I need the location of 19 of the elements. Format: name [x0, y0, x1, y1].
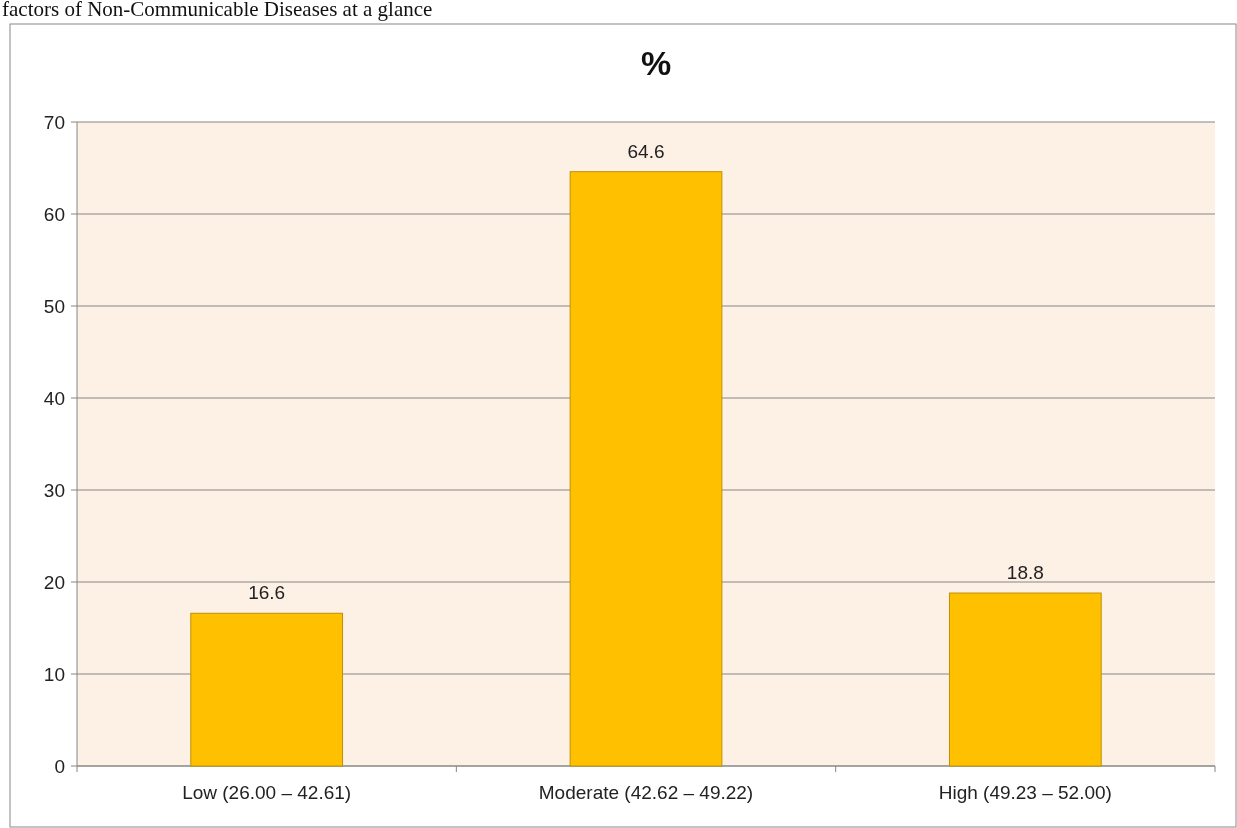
y-tick-label: 50	[43, 295, 65, 317]
y-tick-label: 20	[43, 571, 65, 593]
y-tick-label: 30	[43, 479, 65, 501]
data-label: 18.8	[1006, 562, 1044, 584]
bar	[569, 171, 723, 767]
y-tick-label: 40	[43, 387, 65, 409]
y-tick-label: 70	[43, 111, 65, 133]
chart-title: %	[640, 44, 672, 82]
text: factors of Non-Communicable Diseases at a glance	[2, 0, 433, 21]
y-tick-label: 60	[43, 203, 65, 225]
y-tick-label: 10	[43, 663, 65, 685]
x-tick-label: Low (26.00 – 42.61)	[182, 782, 352, 803]
bar	[948, 592, 1102, 767]
x-tick-label: High (49.23 – 52.00)	[938, 782, 1112, 803]
data-label: 64.6	[627, 140, 665, 162]
y-tick-label: 0	[54, 755, 65, 777]
x-tick-label: Moderate (42.62 – 49.22)	[538, 782, 754, 803]
data-label: 16.6	[248, 582, 286, 604]
bar	[190, 612, 344, 767]
